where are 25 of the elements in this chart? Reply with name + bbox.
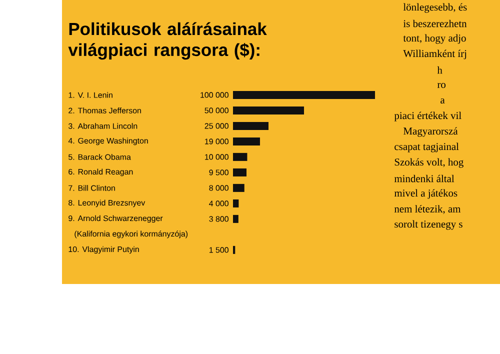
text: mindenki által: [394, 174, 454, 182]
text: lönlegesebb, és: [403, 3, 467, 13]
text: tont, hogy adjo: [403, 34, 466, 44]
bar: [233, 137, 260, 146]
text: ro: [437, 82, 446, 88]
text: Magyarorszá: [404, 127, 458, 137]
text: Williamként írj: [403, 50, 466, 60]
bar: [233, 184, 244, 192]
chart-title: Politikusok aláírásainak világpiaci rangsora ($):: [68, 22, 267, 60]
bar: [233, 106, 304, 114]
text: mivel a játékos: [394, 189, 458, 199]
bar: [233, 90, 376, 99]
bar: [233, 152, 248, 161]
bar: [233, 214, 238, 223]
text: sorolt tizenegy s: [394, 220, 462, 230]
bar: [233, 122, 269, 130]
text: nem létezik, am: [394, 205, 461, 214]
bar: [233, 199, 239, 208]
text: h: [437, 66, 442, 74]
text: Szokás volt, hog: [394, 158, 464, 168]
bar: [233, 168, 246, 176]
text: a: [440, 98, 445, 104]
text: piaci értékek vil: [394, 112, 462, 122]
text: csapat tagjainal: [394, 142, 459, 152]
text: is beszerezhetn: [403, 20, 467, 28]
